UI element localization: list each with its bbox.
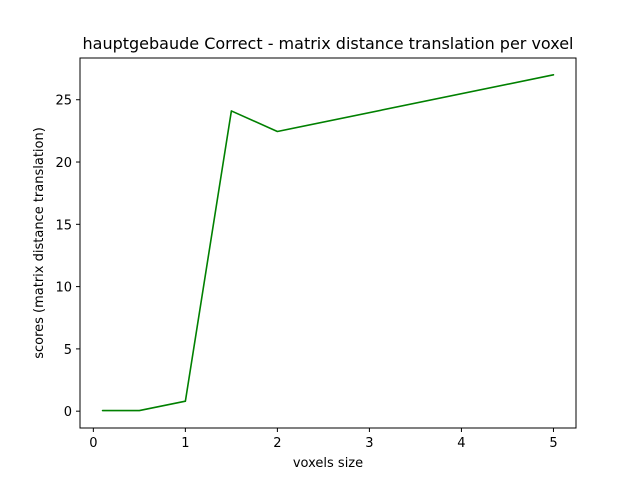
y-tick-label: 0 (64, 405, 72, 420)
x-axis: 0 1 2 3 4 5 (89, 428, 558, 451)
x-tick-label: 3 (365, 436, 373, 451)
x-tick-label: 4 (457, 436, 465, 451)
y-tick-label: 5 (64, 343, 72, 358)
y-tick-label: 10 (55, 281, 72, 296)
x-tick-label: 1 (181, 436, 189, 451)
y-tick-label: 15 (55, 218, 72, 233)
x-tick-label: 2 (273, 436, 281, 451)
plot-frame (79, 57, 577, 429)
chart-title: hauptgebaude Correct - matrix distance t… (83, 34, 574, 53)
plot-area (79, 57, 577, 429)
series-line (101, 74, 555, 412)
y-axis-label: scores (matrix distance translation) (32, 127, 47, 359)
series-layer (101, 74, 555, 412)
x-tick-label: 0 (89, 436, 97, 451)
y-tick-label: 25 (55, 94, 72, 109)
y-axis: 0 5 10 15 20 25 (55, 94, 80, 420)
x-axis-label: voxels size (293, 456, 363, 471)
y-tick-label: 20 (55, 156, 72, 171)
x-tick-label: 5 (549, 436, 557, 451)
